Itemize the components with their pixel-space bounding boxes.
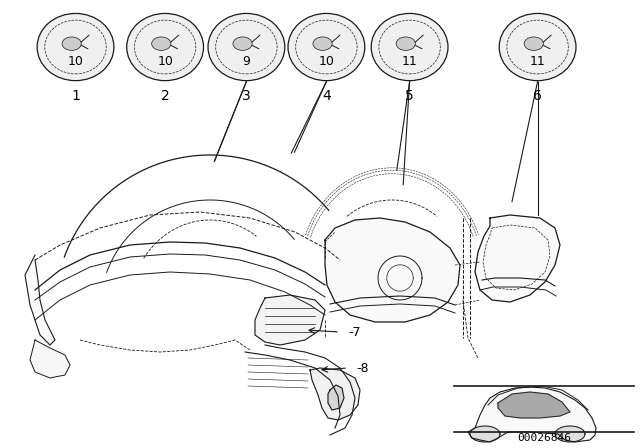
Polygon shape (470, 426, 500, 442)
Ellipse shape (499, 13, 576, 81)
Text: 6: 6 (533, 89, 542, 103)
Circle shape (396, 37, 415, 51)
Text: 3: 3 (242, 89, 251, 103)
Text: 5: 5 (405, 89, 414, 103)
Text: 11: 11 (530, 55, 545, 68)
Text: 11: 11 (402, 55, 417, 68)
Text: 10: 10 (319, 55, 334, 68)
Ellipse shape (288, 13, 365, 81)
Ellipse shape (371, 13, 448, 81)
Text: 1: 1 (71, 89, 80, 103)
Text: 00026846: 00026846 (517, 433, 571, 443)
Polygon shape (325, 218, 460, 322)
Polygon shape (310, 368, 360, 420)
Text: 10: 10 (68, 55, 83, 68)
Text: 9: 9 (243, 55, 250, 68)
Text: 4: 4 (322, 89, 331, 103)
Polygon shape (25, 255, 55, 345)
Circle shape (233, 37, 252, 51)
Ellipse shape (127, 13, 204, 81)
Polygon shape (468, 387, 596, 442)
Ellipse shape (37, 13, 114, 81)
Text: -7: -7 (348, 326, 360, 339)
Polygon shape (498, 392, 570, 418)
Circle shape (313, 37, 332, 51)
Polygon shape (555, 426, 585, 442)
Ellipse shape (208, 13, 285, 81)
Text: -8: -8 (356, 362, 369, 375)
Text: 2: 2 (161, 89, 170, 103)
Circle shape (62, 37, 81, 51)
Circle shape (524, 37, 543, 51)
Text: 10: 10 (157, 55, 173, 68)
Circle shape (152, 37, 171, 51)
Polygon shape (255, 295, 325, 345)
Polygon shape (30, 340, 70, 378)
Polygon shape (475, 215, 560, 302)
Polygon shape (328, 385, 344, 410)
